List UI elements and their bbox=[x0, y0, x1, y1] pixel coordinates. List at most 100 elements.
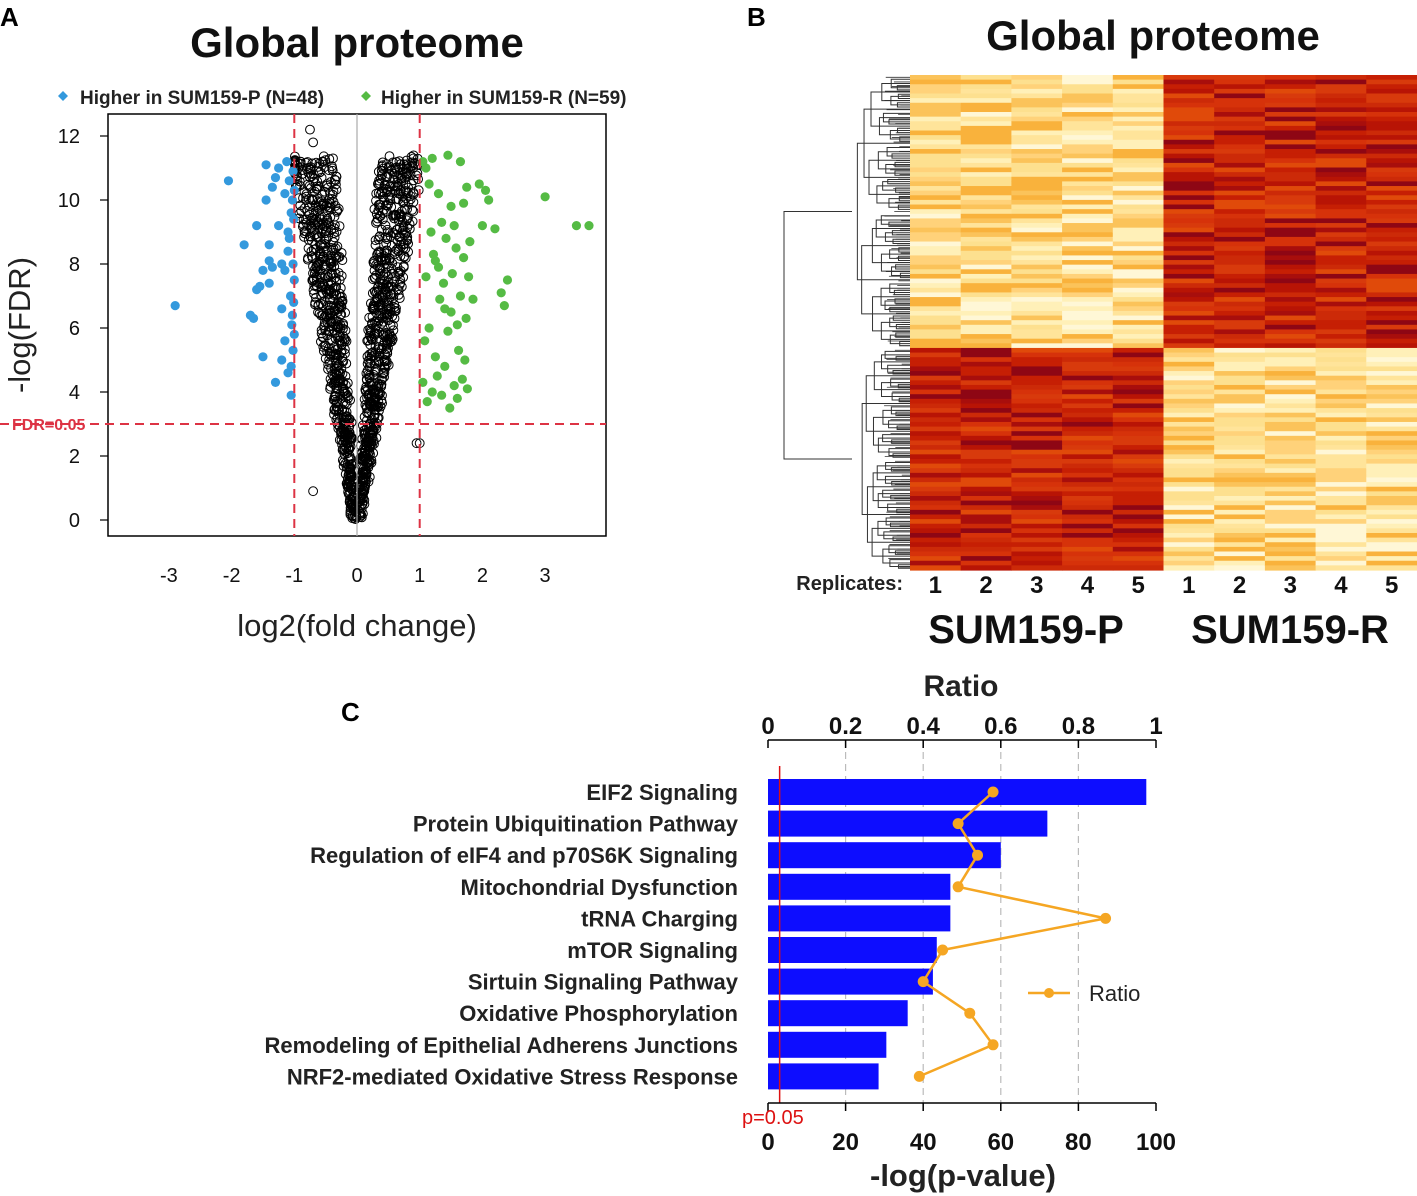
heatmap-cell bbox=[1366, 514, 1417, 520]
nonsignificant-point bbox=[365, 358, 375, 369]
heatmap-cell bbox=[1366, 241, 1417, 247]
threshold-lines bbox=[0, 114, 606, 536]
heatmap-cell bbox=[910, 389, 962, 395]
nonsignificant-point bbox=[320, 225, 331, 236]
heatmap-cell bbox=[1315, 315, 1367, 321]
heatmap-cell bbox=[1366, 204, 1417, 210]
heatmap-cell bbox=[1214, 186, 1266, 192]
heatmap-cell bbox=[1264, 315, 1317, 321]
heatmap-cell bbox=[1062, 79, 1114, 85]
higher-in-r-point bbox=[540, 192, 550, 202]
nonsignificant-point bbox=[365, 339, 376, 350]
heatmap-cell bbox=[910, 495, 962, 502]
heatmap-cell bbox=[960, 167, 1012, 173]
heatmap-cell bbox=[1062, 371, 1114, 377]
heatmap-cell bbox=[1163, 417, 1215, 423]
nonsignificant-point bbox=[326, 363, 336, 374]
heatmap-cell bbox=[1214, 491, 1266, 497]
heatmap-cell bbox=[1214, 523, 1266, 529]
heatmap-cell bbox=[1264, 412, 1317, 418]
heatmap-cell bbox=[960, 149, 1012, 155]
heatmap-cell bbox=[1112, 125, 1165, 132]
nonsignificant-point bbox=[384, 151, 395, 162]
heatmap-cell bbox=[1011, 528, 1063, 534]
heatmap-cell bbox=[1315, 255, 1367, 261]
heatmap-cell bbox=[1062, 93, 1114, 99]
heatmap-cell bbox=[960, 412, 1012, 418]
heatmap-cell bbox=[1366, 125, 1417, 132]
ratio-point bbox=[952, 818, 964, 830]
nonsignificant-point bbox=[316, 290, 327, 300]
heatmap-cell bbox=[1011, 435, 1063, 442]
nonsignificant-point bbox=[298, 219, 309, 230]
heatmap-cell bbox=[1062, 357, 1114, 363]
heatmap-cell bbox=[1062, 560, 1114, 566]
heatmap-cell bbox=[1163, 408, 1215, 414]
heatmap-cell bbox=[960, 338, 1012, 344]
heatmap-cell bbox=[1112, 199, 1165, 206]
heatmap-cell bbox=[1315, 560, 1367, 566]
higher-in-r-point bbox=[449, 221, 459, 231]
heatmap-cell bbox=[1214, 227, 1266, 233]
heatmap-cell bbox=[1366, 454, 1417, 460]
heatmap-cell bbox=[960, 112, 1012, 118]
heatmap-cell bbox=[1366, 260, 1417, 266]
heatmap-cell bbox=[1214, 320, 1266, 326]
heatmap-cell bbox=[1163, 190, 1215, 196]
higher-in-r-point bbox=[455, 157, 466, 167]
higher-in-r-point bbox=[584, 221, 594, 231]
heatmap-cell bbox=[1366, 495, 1417, 502]
higher-in-r-point bbox=[451, 243, 461, 253]
replicate-column-label: 3 bbox=[1030, 572, 1043, 599]
heatmap-cell bbox=[1366, 528, 1417, 534]
ratio-legend: Ratio bbox=[1028, 981, 1140, 1006]
volcano-x-tick-label: 3 bbox=[540, 565, 551, 587]
heatmap-cell bbox=[1315, 223, 1367, 229]
nonsignificant-point bbox=[364, 389, 374, 399]
heatmap-cell bbox=[1011, 463, 1063, 469]
heatmap-cell bbox=[1315, 107, 1367, 113]
heatmap-cell bbox=[1112, 491, 1165, 497]
heatmap-cell bbox=[1062, 255, 1114, 261]
heatmap-cell bbox=[910, 255, 962, 261]
nonsignificant-point bbox=[311, 292, 321, 303]
heatmap-cell bbox=[1062, 389, 1114, 395]
heatmap-cell bbox=[1163, 384, 1215, 391]
heatmap-cell bbox=[1315, 320, 1367, 326]
heatmap-cell bbox=[1062, 482, 1114, 488]
nonsignificant-point bbox=[373, 188, 384, 198]
heatmap-cell bbox=[1112, 88, 1165, 95]
heatmap-cell bbox=[1112, 454, 1165, 460]
heatmap-cell bbox=[960, 449, 1012, 455]
heatmap-cell bbox=[1062, 260, 1114, 266]
heatmap-cell bbox=[910, 98, 962, 104]
heatmap-cell bbox=[1112, 505, 1165, 511]
nonsignificant-point bbox=[345, 434, 356, 445]
heatmap-cell bbox=[1264, 449, 1317, 455]
heatmap-cell bbox=[1112, 357, 1165, 363]
heatmap-cell bbox=[1112, 301, 1165, 307]
heatmap-cell bbox=[1112, 334, 1165, 340]
higher-in-r-point bbox=[457, 374, 467, 384]
heatmap-cell bbox=[1366, 112, 1417, 118]
heatmap-cell bbox=[1062, 477, 1114, 483]
nonsignificant-point bbox=[311, 184, 322, 194]
heatmap-cell bbox=[1163, 301, 1215, 307]
heatmap-cell bbox=[1062, 223, 1114, 229]
nonsignificant-point bbox=[381, 313, 392, 324]
heatmap-cell bbox=[960, 79, 1012, 85]
heatmap-cell bbox=[1366, 431, 1417, 437]
heatmap-cell bbox=[1011, 389, 1063, 395]
nonsignificant-point bbox=[363, 448, 374, 459]
ratio-tick-label: 0.8 bbox=[1062, 713, 1095, 740]
heatmap-cell bbox=[1112, 84, 1165, 90]
higher-in-p-point bbox=[248, 313, 259, 323]
heatmap-cell bbox=[1112, 324, 1165, 331]
heatmap-cell bbox=[1163, 149, 1215, 155]
higher-in-p-point bbox=[274, 163, 284, 173]
nonsignificant-point bbox=[382, 232, 393, 243]
heatmap-cell bbox=[1163, 84, 1215, 90]
nonsignificant-point bbox=[368, 436, 379, 446]
heatmap-cell bbox=[1062, 264, 1114, 270]
heatmap-cell bbox=[1163, 440, 1215, 446]
